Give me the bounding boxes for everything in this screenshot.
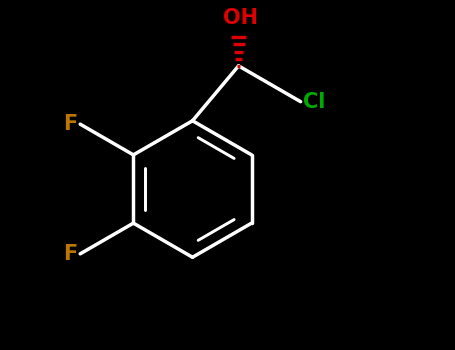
Text: Cl: Cl [303,92,326,112]
Text: F: F [63,244,77,264]
Text: OH: OH [223,8,258,28]
Text: F: F [63,114,77,134]
